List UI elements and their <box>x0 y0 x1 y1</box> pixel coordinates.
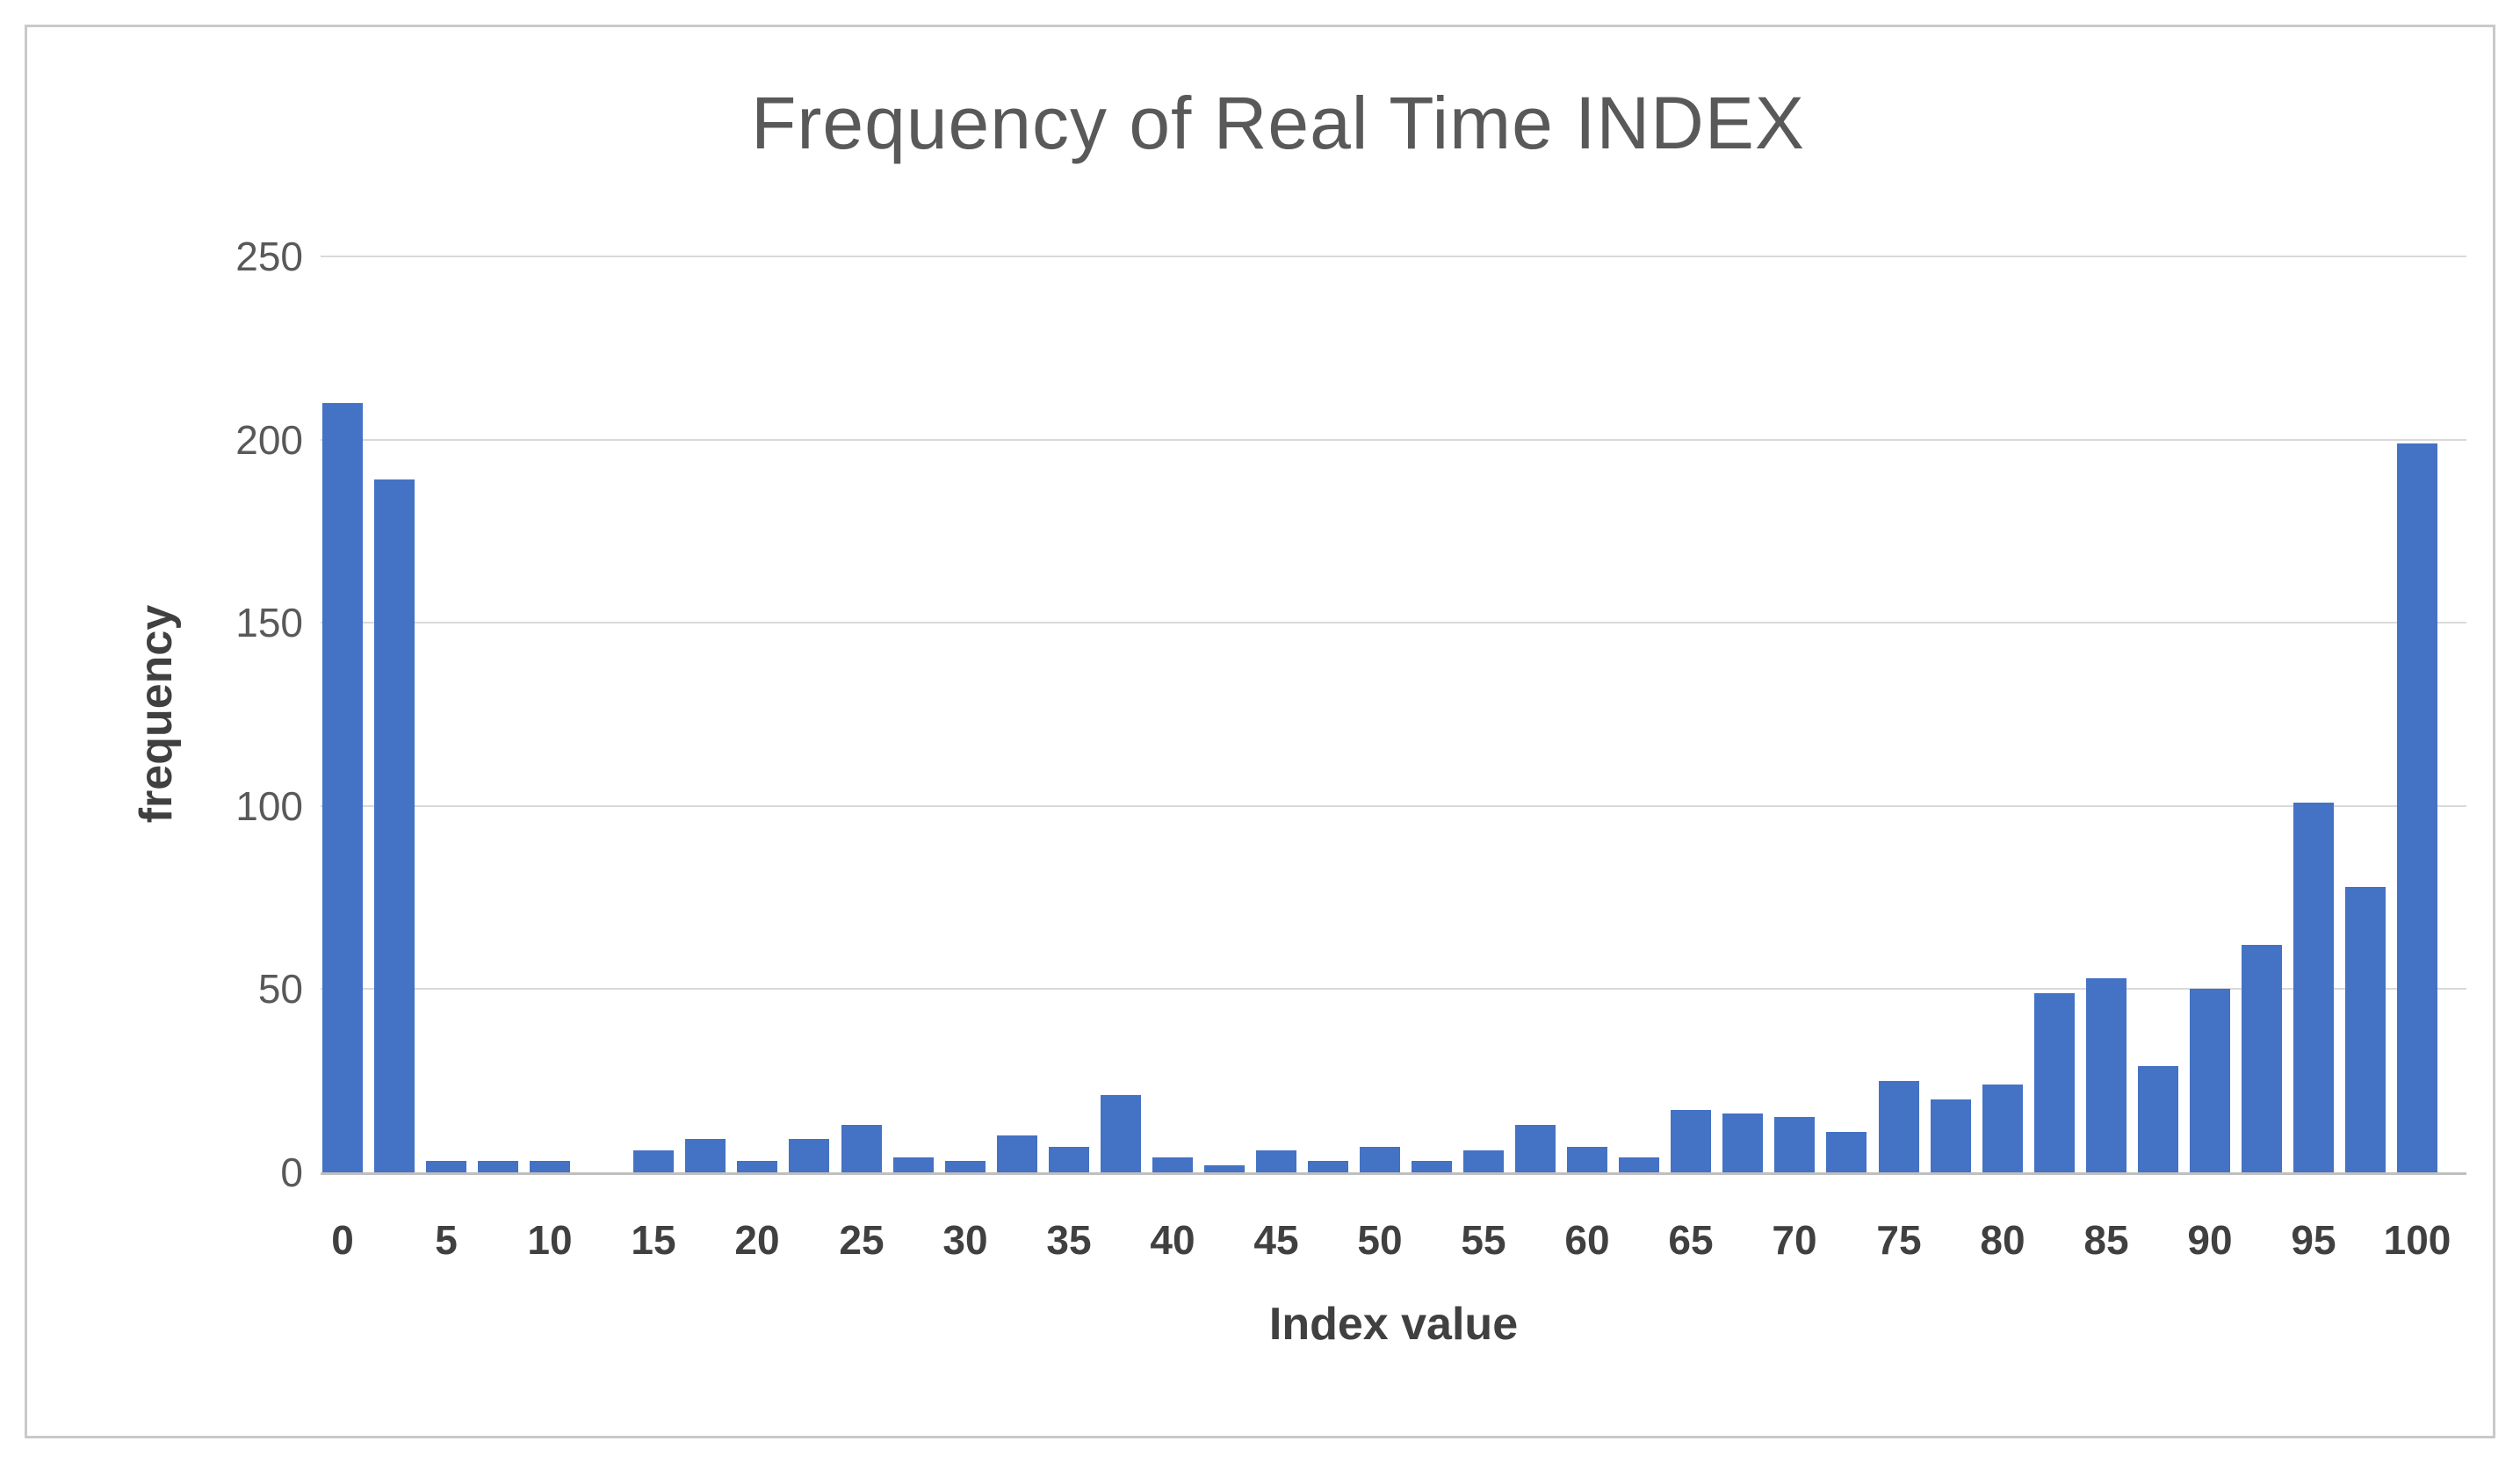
bar-x-97.5 <box>2345 887 2386 1172</box>
x-tick-label-90: 90 <box>2187 1217 2233 1263</box>
y-tick-label-50: 50 <box>257 966 303 1012</box>
chart-title: Frequency of Real Time INDEX <box>751 82 1805 164</box>
x-tick-label-50: 50 <box>1357 1217 1403 1263</box>
bar-x-7.5 <box>478 1161 518 1172</box>
x-axis-title: Index value <box>1268 1299 1519 1350</box>
bar-x-5 <box>426 1161 466 1172</box>
x-tick-label-15: 15 <box>631 1217 676 1263</box>
bar-x-22.5 <box>789 1139 829 1172</box>
y-gridline-200 <box>321 438 2466 441</box>
x-tick-label-10: 10 <box>527 1217 573 1263</box>
bar-x-40 <box>1152 1157 1193 1172</box>
y-tick-label-0: 0 <box>280 1150 303 1195</box>
y-gridline-250 <box>321 256 2466 257</box>
bar-x-50 <box>1360 1147 1400 1172</box>
y-gridline-50 <box>321 988 2466 991</box>
x-tick-label-5: 5 <box>435 1217 458 1263</box>
x-tick-label-65: 65 <box>1668 1217 1714 1263</box>
x-tick-label-60: 60 <box>1564 1217 1610 1263</box>
x-tick-label-100: 100 <box>2383 1217 2451 1263</box>
bar-x-100 <box>2397 443 2437 1172</box>
bar-x-42.5 <box>1204 1165 1245 1172</box>
x-tick-label-95: 95 <box>2291 1217 2336 1263</box>
bar-x-35 <box>1049 1147 1089 1172</box>
bar-x-82.5 <box>2034 993 2075 1172</box>
bar-x-17.5 <box>685 1139 726 1172</box>
x-tick-label-40: 40 <box>1150 1217 1195 1263</box>
x-tick-label-75: 75 <box>1876 1217 1922 1263</box>
plot-area <box>321 256 2466 1175</box>
y-tick-label-250: 250 <box>235 234 303 279</box>
y-tick-label-100: 100 <box>235 783 303 829</box>
chart-border-frame <box>25 25 2495 1438</box>
bar-x-0 <box>322 403 363 1172</box>
bar-x-80 <box>1982 1085 2023 1172</box>
bar-x-52.5 <box>1412 1161 1452 1172</box>
x-tick-label-45: 45 <box>1253 1217 1299 1263</box>
bar-x-90 <box>2190 989 2230 1172</box>
x-tick-label-0: 0 <box>331 1217 354 1263</box>
y-gridline-100 <box>321 804 2466 807</box>
x-tick-label-80: 80 <box>1980 1217 2025 1263</box>
bar-x-55 <box>1463 1150 1504 1172</box>
x-tick-label-85: 85 <box>2083 1217 2129 1263</box>
bar-x-75 <box>1879 1081 1919 1172</box>
bar-x-45 <box>1256 1150 1296 1172</box>
bar-x-37.5 <box>1101 1095 1141 1172</box>
y-gridline-150 <box>321 622 2466 624</box>
x-tick-label-35: 35 <box>1046 1217 1092 1263</box>
bar-x-62.5 <box>1619 1157 1659 1172</box>
bar-x-47.5 <box>1308 1161 1348 1172</box>
bar-x-92.5 <box>2242 945 2282 1172</box>
bar-x-70 <box>1774 1117 1815 1172</box>
bar-x-30 <box>945 1161 986 1172</box>
y-tick-label-150: 150 <box>235 600 303 645</box>
bar-x-95 <box>2293 803 2334 1172</box>
bar-x-27.5 <box>893 1157 934 1172</box>
x-tick-label-20: 20 <box>734 1217 780 1263</box>
bar-x-60 <box>1567 1147 1607 1172</box>
bar-x-2.5 <box>374 479 415 1172</box>
bar-x-67.5 <box>1722 1113 1763 1172</box>
bar-x-15 <box>633 1150 674 1172</box>
x-tick-label-70: 70 <box>1772 1217 1817 1263</box>
bar-x-77.5 <box>1931 1099 1971 1172</box>
bar-x-25 <box>841 1125 882 1172</box>
bar-x-72.5 <box>1826 1132 1867 1172</box>
bar-x-85 <box>2086 978 2126 1172</box>
bar-x-65 <box>1671 1110 1711 1172</box>
bar-x-57.5 <box>1515 1125 1556 1172</box>
bar-x-87.5 <box>2138 1066 2178 1172</box>
x-tick-label-55: 55 <box>1461 1217 1506 1263</box>
y-tick-label-200: 200 <box>235 417 303 463</box>
x-tick-label-25: 25 <box>839 1217 885 1263</box>
bar-x-32.5 <box>997 1135 1037 1172</box>
bar-x-10 <box>530 1161 570 1172</box>
x-tick-label-30: 30 <box>942 1217 988 1263</box>
bar-x-20 <box>737 1161 777 1172</box>
